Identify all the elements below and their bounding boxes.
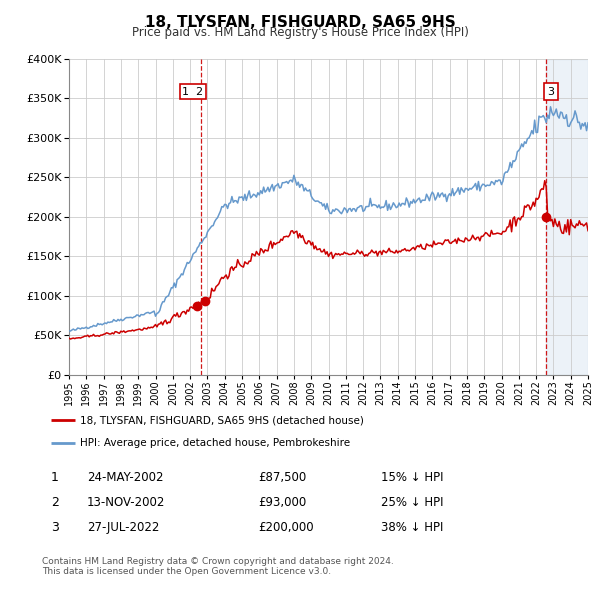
Text: Contains HM Land Registry data © Crown copyright and database right 2024.: Contains HM Land Registry data © Crown c… [42, 558, 394, 566]
Bar [546, 59, 588, 375]
Text: This data is licensed under the Open Government Licence v3.0.: This data is licensed under the Open Gov… [42, 567, 331, 576]
Text: 38% ↓ HPI: 38% ↓ HPI [381, 521, 443, 534]
Text: 3: 3 [547, 87, 554, 97]
Text: 13-NOV-2002: 13-NOV-2002 [87, 496, 166, 509]
Text: 18, TLYSFAN, FISHGUARD, SA65 9HS: 18, TLYSFAN, FISHGUARD, SA65 9HS [145, 15, 455, 30]
Text: 1  2: 1 2 [182, 87, 203, 97]
Text: 1: 1 [50, 471, 59, 484]
Text: 15% ↓ HPI: 15% ↓ HPI [381, 471, 443, 484]
Text: £87,500: £87,500 [258, 471, 306, 484]
Text: 24-MAY-2002: 24-MAY-2002 [87, 471, 163, 484]
Text: 25% ↓ HPI: 25% ↓ HPI [381, 496, 443, 509]
Text: 27-JUL-2022: 27-JUL-2022 [87, 521, 160, 534]
Text: 3: 3 [50, 521, 59, 534]
Text: £200,000: £200,000 [258, 521, 314, 534]
Text: 2: 2 [50, 496, 59, 509]
Text: Price paid vs. HM Land Registry's House Price Index (HPI): Price paid vs. HM Land Registry's House … [131, 26, 469, 39]
Text: 18, TLYSFAN, FISHGUARD, SA65 9HS (detached house): 18, TLYSFAN, FISHGUARD, SA65 9HS (detach… [80, 415, 364, 425]
Text: HPI: Average price, detached house, Pembrokeshire: HPI: Average price, detached house, Pemb… [80, 438, 350, 448]
Text: £93,000: £93,000 [258, 496, 306, 509]
